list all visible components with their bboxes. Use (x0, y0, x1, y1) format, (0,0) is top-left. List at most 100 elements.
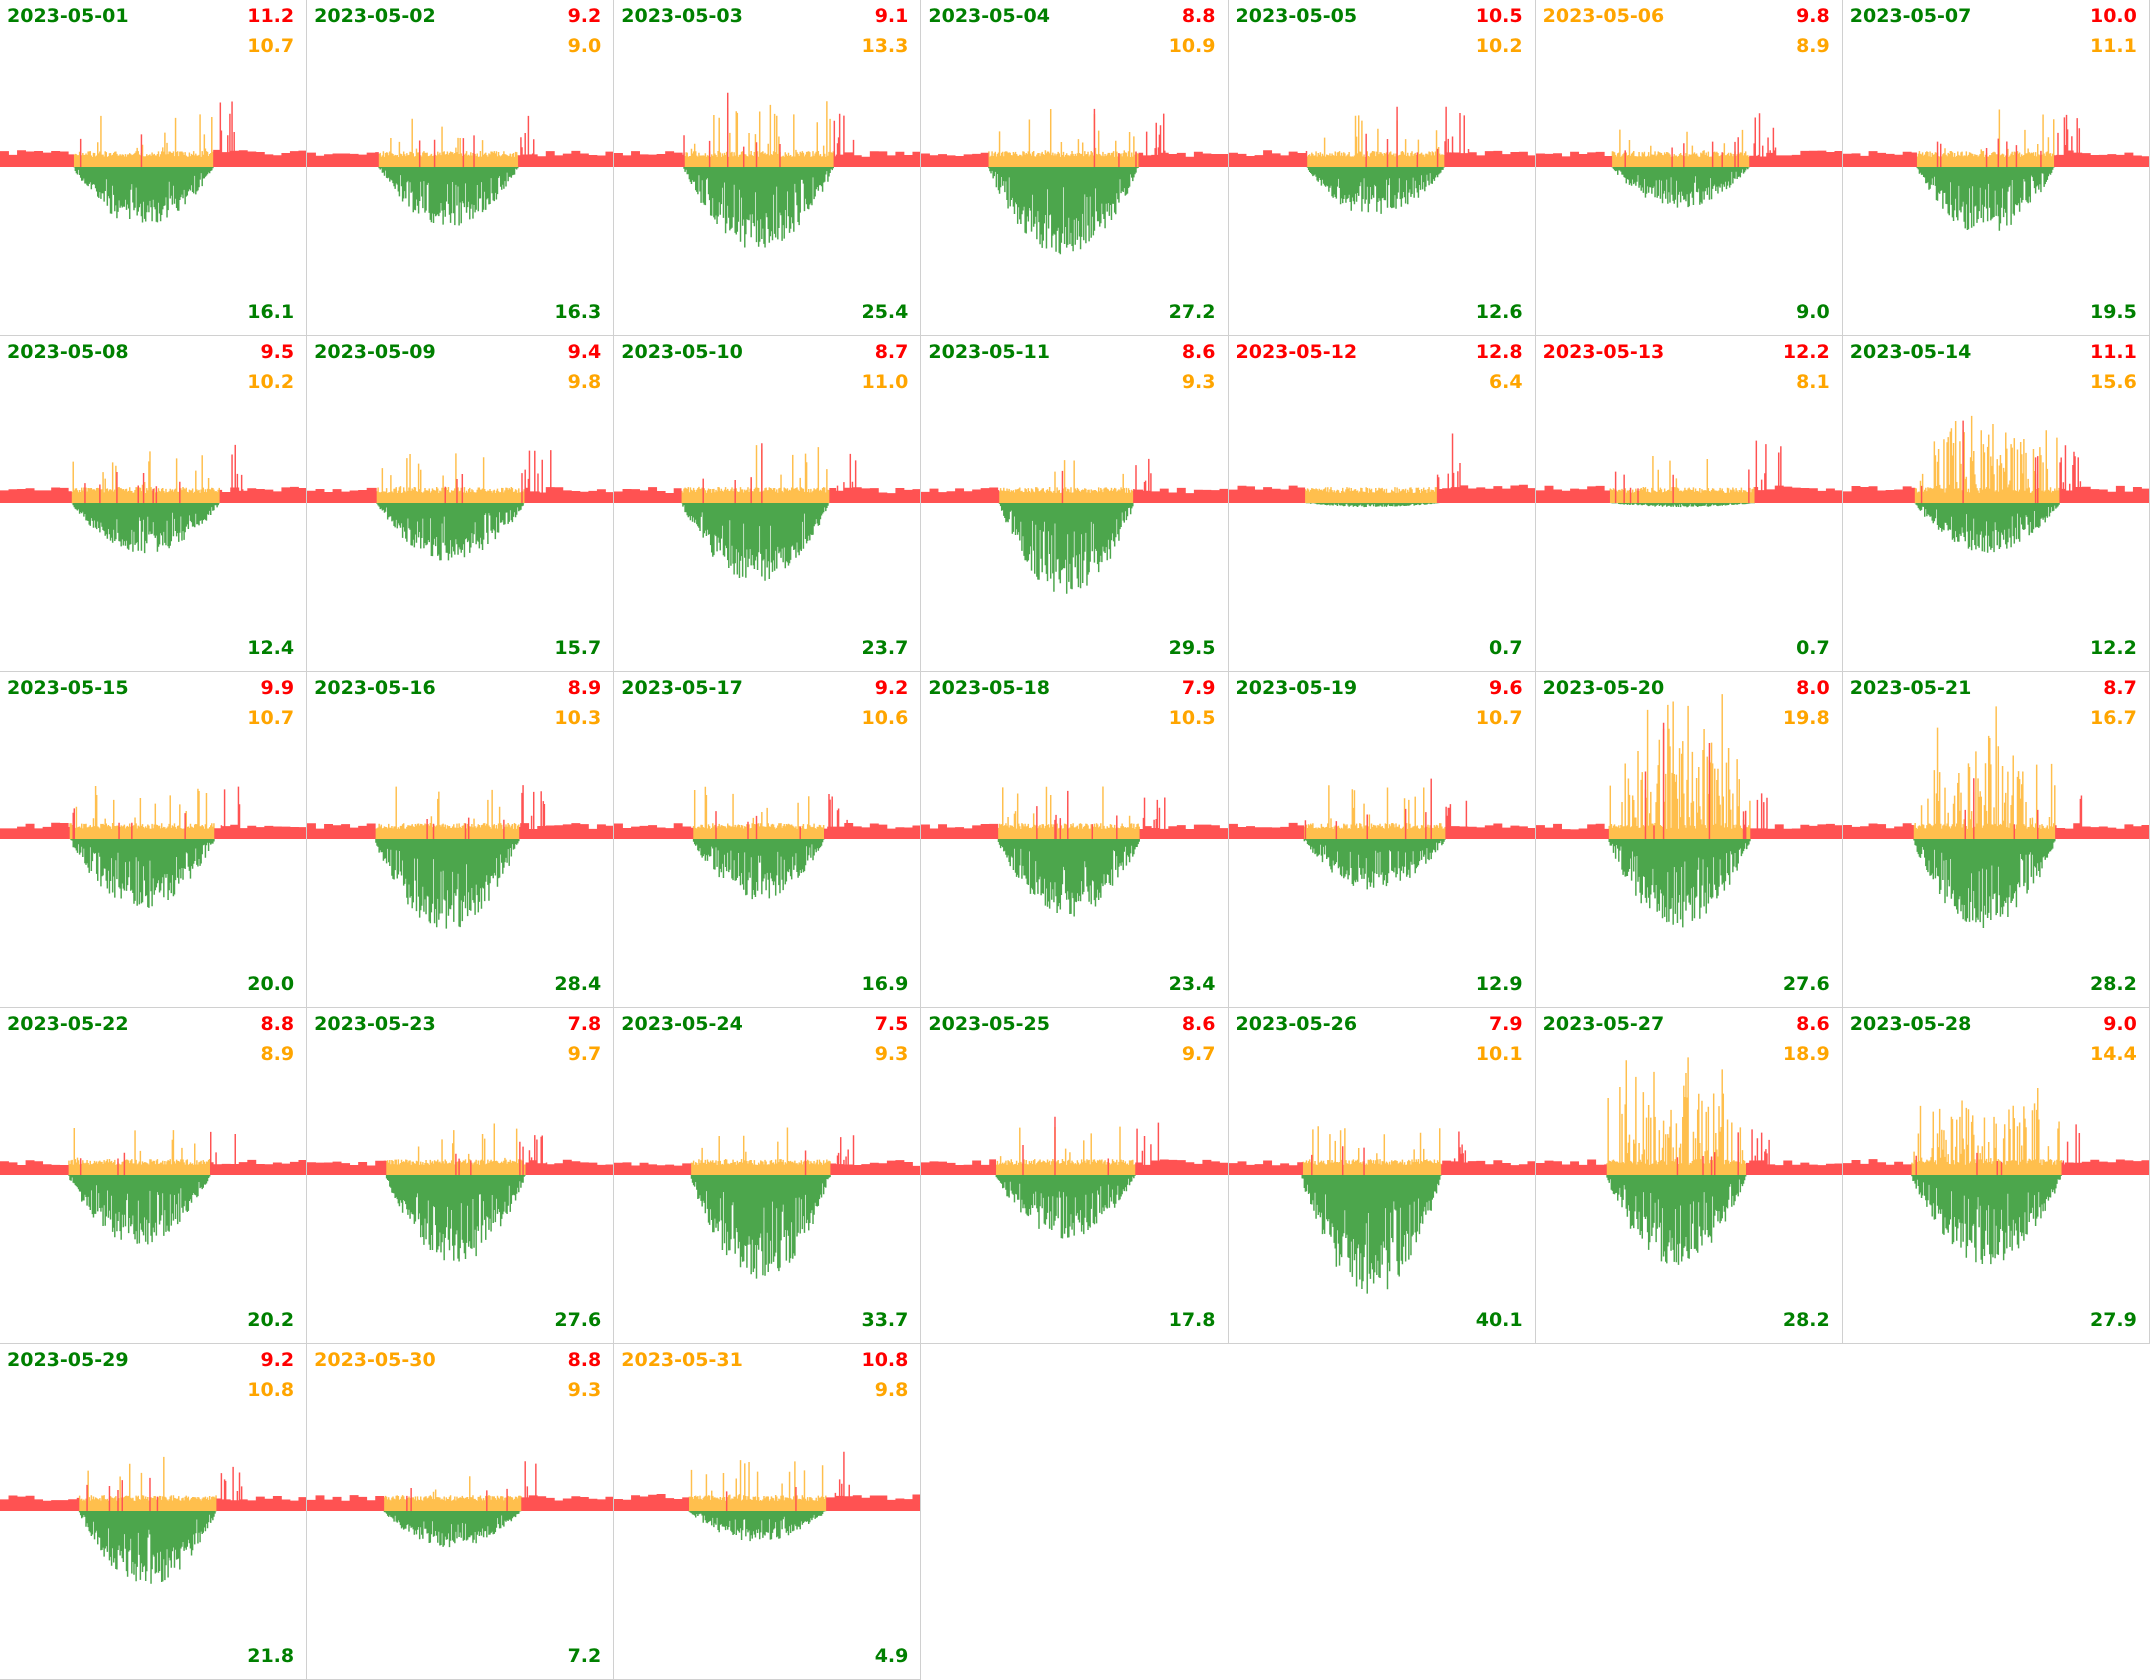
self-consumption-value: 9.8 (874, 1379, 909, 1401)
import-bars (614, 443, 921, 503)
day-energy-chart (1842, 109, 2149, 231)
import-bars (307, 1461, 614, 1511)
import-bars (1228, 1131, 1535, 1175)
export-bars (999, 503, 1134, 594)
grid-import-value: 10.0 (2089, 5, 2137, 27)
day-energy-chart (921, 108, 1228, 255)
self-consumption-bars (1910, 1088, 2062, 1175)
self-consumption-bars (691, 1127, 832, 1175)
export-bars (1304, 503, 1439, 508)
day-cell: 2023-05-29 9.2 10.8 21.8 (0, 1344, 308, 1680)
grid-import-value: 8.8 (567, 1349, 602, 1371)
grid-export-value: 16.1 (247, 301, 295, 323)
import-bars (1535, 722, 1842, 839)
self-consumption-bars (1611, 129, 1750, 167)
self-consumption-bars (375, 786, 520, 839)
export-bars (691, 1175, 832, 1279)
grid-export-value: 12.6 (1475, 301, 1523, 323)
day-cell: 2023-05-17 9.2 10.6 16.9 (614, 672, 922, 1008)
self-consumption-bars (73, 114, 214, 167)
day-date: 2023-05-07 (1849, 5, 1972, 27)
export-bars (688, 1511, 827, 1542)
grid-export-value: 21.8 (247, 1645, 295, 1667)
self-consumption-bars (681, 445, 830, 503)
day-energy-chart (1535, 113, 1842, 208)
export-bars (386, 1175, 527, 1262)
self-consumption-bars (693, 786, 825, 839)
grid-import-value: 8.7 (874, 341, 909, 363)
export-bars (378, 167, 519, 226)
grid-import-value: 9.2 (260, 1349, 295, 1371)
day-energy-chart (1535, 1057, 1842, 1265)
export-bars (1611, 167, 1750, 208)
self-consumption-bars (1914, 415, 2060, 503)
grid-export-value: 27.9 (2089, 1309, 2137, 1331)
self-consumption-value: 18.9 (1782, 1043, 1830, 1065)
grid-export-value: 40.1 (1475, 1309, 1523, 1331)
self-consumption-bars (998, 786, 1141, 839)
day-date: 2023-05-01 (7, 5, 129, 27)
self-consumption-value: 9.3 (567, 1379, 602, 1401)
grid-export-value: 27.6 (554, 1309, 602, 1331)
import-bars (1842, 114, 2149, 167)
day-energy-chart (307, 115, 614, 226)
grid-import-value: 11.2 (247, 5, 295, 27)
import-bars (614, 1135, 921, 1175)
self-consumption-bars (383, 1476, 522, 1511)
export-bars (1910, 1175, 2062, 1265)
day-energy-chart (1228, 1126, 1535, 1294)
self-consumption-bars (999, 460, 1134, 503)
day-date: 2023-05-31 (621, 1349, 743, 1371)
grid-import-value: 9.1 (874, 5, 909, 27)
grid-export-value: 20.2 (247, 1309, 295, 1331)
day-energy-chart (614, 1127, 921, 1279)
grid-export-value: 0.7 (1796, 637, 1830, 659)
day-cell: 2023-05-19 9.6 10.7 12.9 (1228, 672, 1536, 1008)
export-bars (1609, 503, 1755, 508)
import-bars (1842, 778, 2149, 839)
self-consumption-value: 10.7 (247, 707, 295, 729)
export-bars (998, 839, 1141, 917)
self-consumption-value: 9.0 (567, 35, 602, 57)
self-consumption-value: 10.2 (247, 371, 295, 393)
day-energy-chart (1228, 778, 1535, 890)
import-bars (0, 1466, 307, 1511)
export-bars (693, 839, 825, 900)
self-consumption-value: 6.4 (1488, 371, 1523, 393)
day-energy-chart (614, 786, 921, 900)
grid-export-value: 7.2 (567, 1645, 602, 1667)
grid-import-value: 7.9 (1181, 677, 1216, 699)
self-consumption-value: 10.9 (1168, 35, 1216, 57)
self-consumption-value: 8.9 (1796, 35, 1830, 57)
grid-import-value: 9.9 (260, 677, 295, 699)
self-consumption-bars (376, 453, 525, 503)
day-energy-chart (307, 785, 614, 929)
import-bars (1535, 113, 1842, 167)
grid-export-value: 33.7 (861, 1309, 909, 1331)
self-consumption-value: 10.7 (247, 35, 295, 57)
self-consumption-bars (683, 101, 835, 167)
grid-export-value: 16.3 (554, 301, 602, 323)
day-energy-chart (921, 1116, 1228, 1239)
day-date: 2023-05-15 (7, 677, 129, 699)
self-consumption-bars (71, 451, 220, 503)
day-date: 2023-05-26 (1235, 1013, 1358, 1035)
day-date: 2023-05-20 (1542, 677, 1665, 699)
day-date: 2023-05-05 (1235, 5, 1358, 27)
grid-export-value: 4.9 (874, 1645, 909, 1667)
self-consumption-bars (78, 1456, 217, 1511)
day-cell: 2023-05-18 7.9 10.5 23.4 (921, 672, 1229, 1008)
import-bars (614, 793, 921, 839)
day-cell: 2023-05-13 12.2 8.1 0.7 (1535, 336, 1843, 672)
day-cell: 2023-05-24 7.5 9.3 33.7 (614, 1008, 922, 1344)
grid-import-value: 12.2 (1782, 341, 1830, 363)
day-date: 2023-05-21 (1849, 677, 1972, 699)
day-energy-chart (307, 1123, 614, 1262)
grid-export-value: 12.9 (1475, 973, 1523, 995)
day-cell: 2023-05-07 10.0 11.1 19.5 (1842, 0, 2150, 336)
export-bars (376, 503, 525, 561)
day-energy-chart (1535, 440, 1842, 508)
export-bars (73, 167, 214, 223)
grid-export-value: 12.2 (2089, 637, 2137, 659)
self-consumption-bars (378, 118, 519, 167)
